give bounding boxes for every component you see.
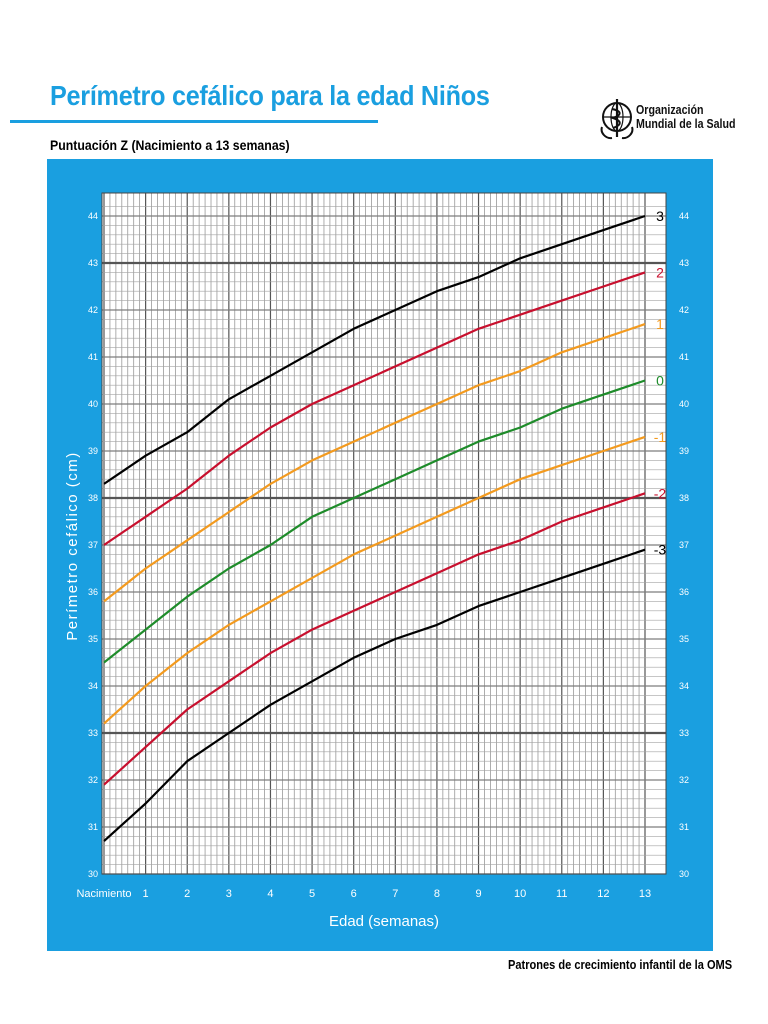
who-emblem-icon — [600, 99, 634, 140]
x-tick-label: 10 — [514, 888, 526, 900]
y-tick-label-right: 39 — [679, 446, 689, 456]
y-tick-label-right: 35 — [679, 634, 689, 644]
y-tick-label-right: 30 — [679, 869, 689, 879]
curve-label-z-1: 1 — [656, 316, 664, 332]
y-tick-label-left: 36 — [88, 587, 98, 597]
curve-z-1 — [103, 323, 646, 603]
y-tick-label-left: 34 — [88, 681, 98, 691]
y-tick-label-left: 30 — [88, 869, 98, 879]
y-tick-label-right: 38 — [679, 493, 689, 503]
curve-z-2 — [103, 271, 646, 546]
organization-name-line1: Organización — [636, 102, 704, 117]
y-tick-label-left: 41 — [88, 352, 98, 362]
y-tick-label-right: 37 — [679, 540, 689, 550]
y-tick-label-right: 41 — [679, 352, 689, 362]
x-tick-label: Nacimiento — [76, 888, 131, 900]
y-tick-label-right: 31 — [679, 822, 689, 832]
y-axis-label: Perímetro cefálico (cm) — [64, 451, 81, 641]
x-tick-label: 11 — [556, 888, 567, 900]
curve-z-0 — [103, 379, 646, 664]
organization-name: Organización Mundial de la Salud — [636, 103, 736, 131]
y-tick-label-left: 35 — [88, 634, 98, 644]
y-tick-label-right: 34 — [679, 681, 689, 691]
organization-name-line2: Mundial de la Salud — [636, 116, 736, 131]
x-tick-label: 6 — [351, 888, 357, 900]
y-tick-label-left: 32 — [88, 775, 98, 785]
y-tick-label-left: 40 — [88, 399, 98, 409]
curve-z-3 — [103, 214, 646, 485]
x-tick-label: 1 — [143, 888, 149, 900]
title-underline — [10, 120, 378, 123]
y-tick-label-left: 38 — [88, 493, 98, 503]
curve-z--3 — [103, 548, 646, 842]
curve-label-z-2: 2 — [656, 264, 664, 280]
y-tick-label-left: 39 — [88, 446, 98, 456]
x-tick-label: 13 — [639, 888, 651, 900]
page-subtitle: Puntuación Z (Nacimiento a 13 semanas) — [50, 137, 290, 153]
y-tick-label-left: 37 — [88, 540, 98, 550]
x-tick-label: 9 — [475, 888, 481, 900]
page-title: Perímetro cefálico para la edad Niños — [50, 80, 490, 111]
x-tick-label: 4 — [267, 888, 273, 900]
chart-grid — [101, 192, 667, 875]
y-tick-label-right: 40 — [679, 399, 689, 409]
x-axis-label: Edad (semanas) — [329, 913, 439, 930]
footer-credit: Patrones de crecimiento infantil de la O… — [508, 957, 733, 972]
x-tick-label: 5 — [309, 888, 315, 900]
y-tick-label-right: 44 — [679, 211, 689, 221]
curve-label-z--1: -1 — [654, 429, 667, 445]
y-tick-label-right: 32 — [679, 775, 689, 785]
y-tick-label-right: 43 — [679, 258, 689, 268]
y-tick-label-left: 42 — [88, 305, 98, 315]
y-tick-label-right: 36 — [679, 587, 689, 597]
curve-label-z-0: 0 — [656, 373, 664, 389]
y-tick-label-left: 31 — [88, 822, 98, 832]
y-tick-label-right: 33 — [679, 728, 689, 738]
curve-label-z--3: -3 — [654, 542, 667, 558]
x-tick-label: 3 — [226, 888, 232, 900]
x-tick-label: 12 — [597, 888, 609, 900]
y-tick-label-left: 33 — [88, 728, 98, 738]
curve-label-z--2: -2 — [654, 485, 667, 501]
curve-z--2 — [103, 492, 646, 786]
curve-label-z-3: 3 — [656, 208, 664, 224]
y-tick-label-left: 43 — [88, 258, 98, 268]
chart-curves — [103, 214, 646, 842]
x-tick-label: 2 — [184, 888, 190, 900]
y-tick-label-left: 44 — [88, 211, 98, 221]
plot-frame — [101, 192, 667, 875]
x-tick-label: 8 — [434, 888, 440, 900]
y-tick-label-right: 42 — [679, 305, 689, 315]
x-tick-label: 7 — [392, 888, 398, 900]
curve-z--1 — [103, 435, 646, 725]
plot-area — [102, 193, 666, 874]
